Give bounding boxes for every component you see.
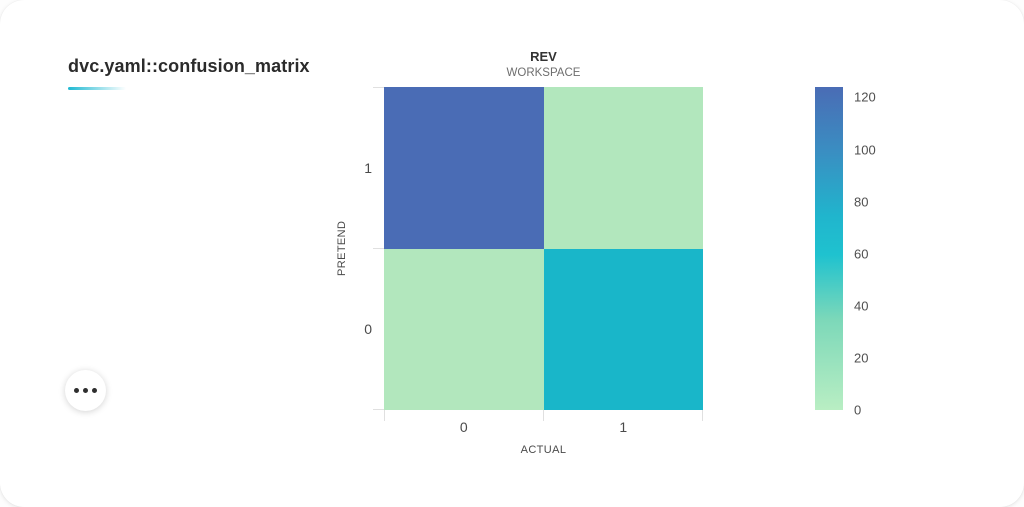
accent-underline	[68, 87, 126, 90]
legend-tick-label: 100	[854, 142, 876, 158]
legend-tick-label: 120	[854, 89, 876, 105]
chart-subtitle: WORKSPACE	[506, 67, 581, 79]
legend-tick-label: 60	[854, 246, 869, 262]
ellipsis-icon	[74, 388, 79, 393]
chart-title: REV	[530, 49, 557, 64]
legend-tick-label: 40	[854, 298, 869, 314]
legend-gradient-bar	[815, 87, 843, 410]
y-tick-label: 0	[364, 321, 372, 338]
y-axis-tick	[373, 409, 384, 410]
y-axis-title: PRETEND	[336, 220, 348, 277]
plot-menu-button[interactable]	[65, 370, 106, 411]
x-tick-label: 1	[619, 419, 628, 435]
x-axis-tick	[543, 410, 544, 421]
plot-title: dvc.yaml::confusion_matrix	[68, 56, 310, 76]
legend-tick-label: 0	[854, 402, 862, 418]
legend-tick-label: 80	[854, 194, 869, 210]
y-axis-tick	[373, 87, 384, 88]
y-axis-tick	[373, 248, 384, 249]
heatmap-cell-pretend1-actual1	[543, 87, 703, 249]
x-tick-label: 0	[459, 419, 468, 435]
ellipsis-icon	[92, 388, 97, 393]
ellipsis-icon	[83, 388, 88, 393]
legend-tick-label: 20	[854, 350, 869, 366]
x-axis-title: ACTUAL	[520, 444, 567, 456]
heatmap-cell-pretend0-actual0	[384, 248, 544, 410]
heatmap-cell-pretend0-actual1	[543, 248, 703, 410]
x-axis-tick	[702, 410, 703, 421]
heatmap-grid	[384, 87, 703, 410]
y-tick-label: 1	[364, 159, 372, 176]
x-axis-tick	[384, 410, 385, 421]
heatmap-cell-pretend1-actual0	[384, 87, 544, 249]
